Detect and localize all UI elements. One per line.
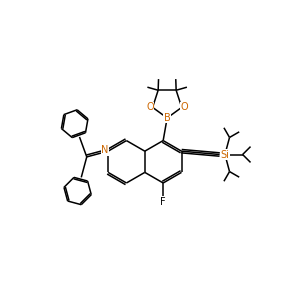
Text: B: B <box>164 113 170 123</box>
Text: O: O <box>146 102 154 112</box>
Text: N: N <box>101 145 109 155</box>
Text: F: F <box>160 196 166 206</box>
Text: Si: Si <box>220 149 230 160</box>
Text: O: O <box>181 102 188 112</box>
